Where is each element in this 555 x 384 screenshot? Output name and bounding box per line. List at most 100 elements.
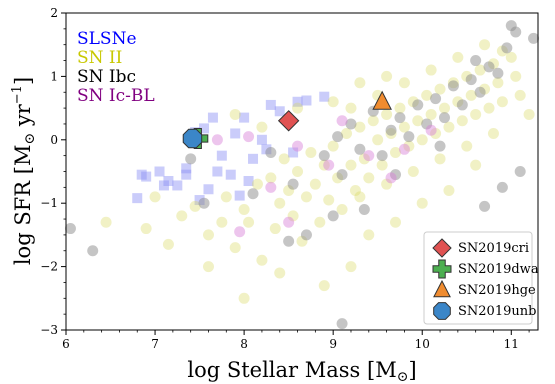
point-sn-ii — [470, 159, 482, 171]
legend-markers — [432, 238, 452, 320]
point-sn-ic-bl — [363, 150, 375, 162]
point-sn-ii — [318, 159, 330, 171]
point-sn-ibc — [265, 146, 277, 158]
point-sn-ibc — [385, 124, 397, 136]
point-sn-ii — [483, 102, 495, 114]
class-key: SLSNe SN II SN Ibc SN Ic-BL — [77, 29, 155, 106]
y-tick-label: −1 — [40, 196, 58, 210]
point-sn-ii — [438, 102, 450, 114]
point-sn-ii — [274, 197, 286, 209]
point-sn-ii — [229, 108, 241, 120]
point-sn-ii — [314, 216, 326, 228]
point-sn-ii — [372, 134, 384, 146]
point-slsne — [256, 134, 267, 145]
class-key-sn-ii: SN II — [77, 48, 122, 68]
point-slsne — [274, 106, 285, 117]
point-slsne — [154, 166, 165, 177]
legend-label-sn2019dwa: SN2019dwa — [458, 262, 539, 277]
point-sn-ii — [390, 146, 402, 158]
point-sn-ii — [349, 185, 361, 197]
point-sn-ibc — [438, 112, 450, 124]
point-sn-ibc — [358, 204, 370, 216]
point-sn-ibc — [390, 169, 402, 181]
point-sn-ii — [189, 200, 201, 212]
point-sn-ii — [327, 140, 339, 152]
point-sn-ibc — [514, 166, 526, 177]
point-sn-ibc — [354, 143, 366, 155]
point-sn-ibc — [456, 99, 468, 111]
point-sn-ii — [256, 121, 268, 133]
point-slsne — [158, 180, 169, 191]
point-sn-ibc — [287, 178, 299, 190]
point-slsne — [248, 153, 259, 164]
point-sn-ii — [354, 121, 366, 133]
point-sn-ii — [452, 51, 464, 63]
point-sn-ic-bl — [398, 143, 410, 155]
point-sn-ibc — [479, 200, 491, 212]
point-sn-ii — [100, 216, 112, 228]
point-sn-ii — [412, 115, 424, 127]
point-sn-ii — [398, 77, 410, 89]
point-sn-ii — [243, 216, 255, 228]
point-sn-ii — [425, 108, 437, 120]
point-sn-ic-bl — [234, 226, 246, 238]
point-sn-ibc — [528, 32, 540, 44]
point-sn-ibc — [185, 153, 197, 165]
point-sn-ii — [354, 191, 366, 203]
point-sn-ibc — [394, 112, 406, 124]
point-slsne — [319, 91, 330, 102]
y-tick-label: −3 — [40, 323, 58, 337]
point-sn-ii — [336, 204, 348, 216]
point-slsne — [292, 96, 303, 107]
point-sn-ibc — [447, 80, 459, 92]
point-slsne — [212, 166, 223, 177]
axis-ticks: 6 7 8 9 10 11 −3 −2 −1 0 1 2 — [40, 6, 530, 351]
point-sn-ii — [327, 96, 339, 108]
legend: SN2019cri SN2019dwa SN2019hge SN2019unb — [423, 231, 539, 325]
point-sn-ibc — [412, 99, 424, 111]
point-sn-ibc — [496, 181, 508, 193]
x-tick-label: 6 — [62, 337, 70, 351]
point-sn-ii — [287, 210, 299, 222]
point-sn-ii — [470, 108, 482, 120]
point-sn-ii — [256, 254, 268, 266]
point-sn-ii — [492, 77, 504, 89]
point-sn-ibc — [403, 131, 415, 143]
point-sn-ii — [162, 238, 174, 250]
point-slsne — [216, 150, 227, 161]
point-sn-ii — [514, 89, 526, 101]
point-sn-ii — [394, 102, 406, 114]
point-sn-ibc — [198, 197, 210, 209]
point-sn-ibc — [430, 93, 442, 105]
point-sn-ii — [202, 229, 214, 241]
point-sn-ibc — [505, 20, 517, 32]
point-sn-ii — [421, 89, 433, 101]
y-axis-label: log SFR [M⊙ yr−1] — [10, 77, 38, 265]
point-slsne — [203, 184, 214, 195]
y-tick-label: 1 — [50, 69, 58, 83]
legend-label-sn2019cri: SN2019cri — [458, 241, 529, 256]
point-sn-ibc — [332, 131, 344, 143]
point-sn-ic-bl — [265, 181, 277, 193]
point-sn-ii — [358, 153, 370, 165]
point-sn-ibc — [465, 74, 477, 86]
x-tick-label: 9 — [329, 337, 337, 351]
point-sn-ii — [434, 83, 446, 95]
point-sn-ibc — [470, 55, 482, 67]
point-slsne — [181, 169, 192, 180]
point-sn-ii — [381, 108, 393, 120]
point-sn-ibc — [327, 210, 339, 222]
legend-label-sn2019hge: SN2019hge — [458, 283, 536, 298]
point-slsne — [239, 112, 250, 123]
class-key-sn-ibc: SN Ibc — [77, 67, 136, 87]
data-points-layer — [64, 20, 540, 330]
point-sn-ii — [345, 159, 357, 171]
marker-sn2019hge — [372, 90, 392, 110]
point-sn-ii — [305, 146, 317, 158]
point-sn-ii — [434, 153, 446, 165]
point-sn-ii — [376, 159, 388, 171]
point-sn-ii — [309, 178, 321, 190]
point-sn-ii — [474, 64, 486, 76]
point-sn-ii — [220, 191, 232, 203]
